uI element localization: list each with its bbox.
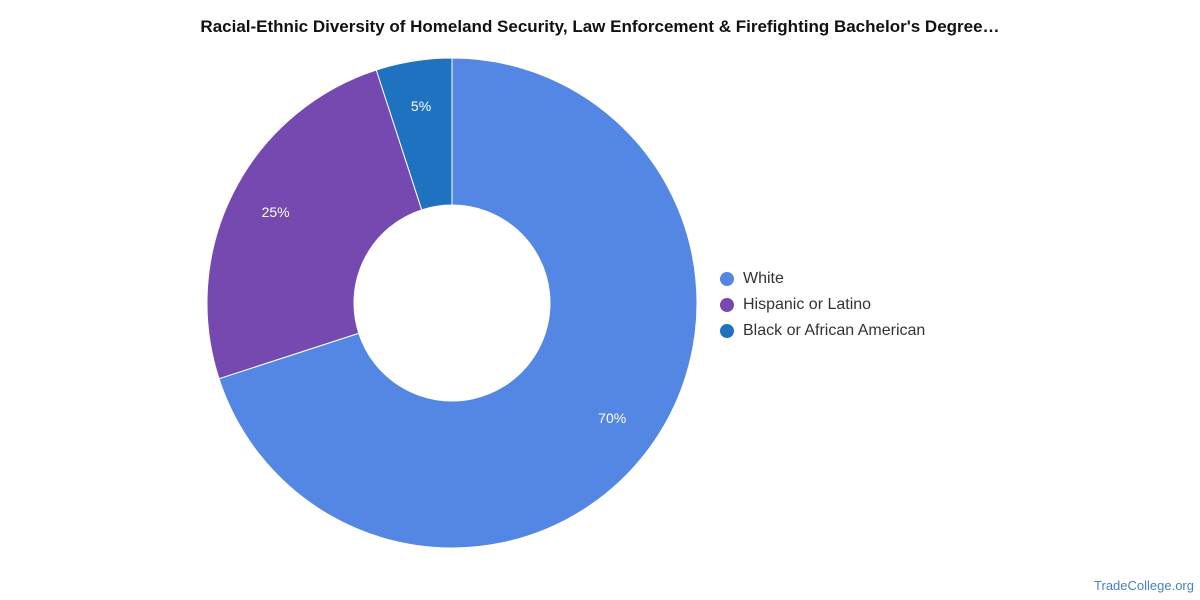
slice-label-white: 70% bbox=[598, 410, 626, 426]
watermark[interactable]: TradeCollege.org bbox=[1094, 578, 1194, 593]
legend-item-hispanic-or-latino[interactable]: Hispanic or Latino bbox=[720, 292, 925, 318]
slice-white[interactable] bbox=[218, 57, 698, 549]
legend-swatch-white bbox=[720, 272, 734, 286]
slice-label-hispanic-or-latino: 25% bbox=[262, 204, 290, 220]
chart-title: Racial-Ethnic Diversity of Homeland Secu… bbox=[200, 17, 1000, 36]
legend-label-black-or-african-american: Black or African American bbox=[743, 322, 926, 339]
legend-swatch-black-or-african-american bbox=[720, 324, 734, 338]
legend-label-white: White bbox=[743, 270, 784, 287]
legend-item-black-or-african-american[interactable]: Black or African American bbox=[720, 318, 925, 344]
slice-hispanic-or-latino[interactable] bbox=[206, 69, 423, 380]
legend: White Hispanic or Latino Black or Africa… bbox=[720, 266, 925, 344]
slice-label-black-or-african-american: 5% bbox=[411, 98, 431, 114]
legend-item-white[interactable]: White bbox=[720, 266, 925, 292]
slice-black-or-african-american[interactable] bbox=[375, 57, 453, 211]
legend-label-hispanic-or-latino: Hispanic or Latino bbox=[743, 296, 872, 313]
legend-swatch-hispanic-or-latino bbox=[720, 298, 734, 312]
